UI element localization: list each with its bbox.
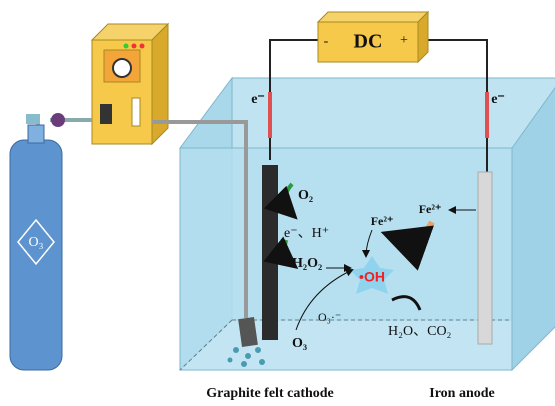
- dc-label: DC: [354, 31, 383, 53]
- protons: e⁻、H⁺: [284, 226, 329, 241]
- cathode-label: Graphite felt cathode: [206, 386, 334, 401]
- products: H₂O、CO₂: [388, 324, 452, 339]
- fe-left: Fe²⁺: [371, 214, 394, 228]
- ozone-generator: [92, 24, 168, 144]
- valve: [51, 113, 65, 127]
- h2o2: H₂O₂: [292, 256, 322, 271]
- cylinder-label: O₃: [29, 235, 44, 250]
- o2: O₂: [298, 188, 313, 203]
- electron-label: e⁻: [491, 92, 505, 107]
- plus: +: [400, 33, 408, 48]
- o3: O₃: [292, 336, 307, 351]
- cathode: [262, 165, 278, 340]
- diagram: DC - + O₃ e⁻ e⁻ O₂ e⁻、H⁺ H₂O₂ •OH Fe²⁺ F…: [0, 0, 555, 406]
- o3-radical: O₃·⁻: [318, 310, 341, 324]
- minus: -: [324, 34, 329, 49]
- dc-source: DC - +: [318, 12, 428, 62]
- hydroxyl: •OH: [359, 269, 385, 285]
- anode: [478, 172, 492, 344]
- fe-right: Fe²⁺: [419, 202, 442, 216]
- electron-label: e⁻: [251, 92, 265, 107]
- cylinder: O₃: [10, 125, 62, 370]
- anode-label: Iron anode: [429, 386, 494, 401]
